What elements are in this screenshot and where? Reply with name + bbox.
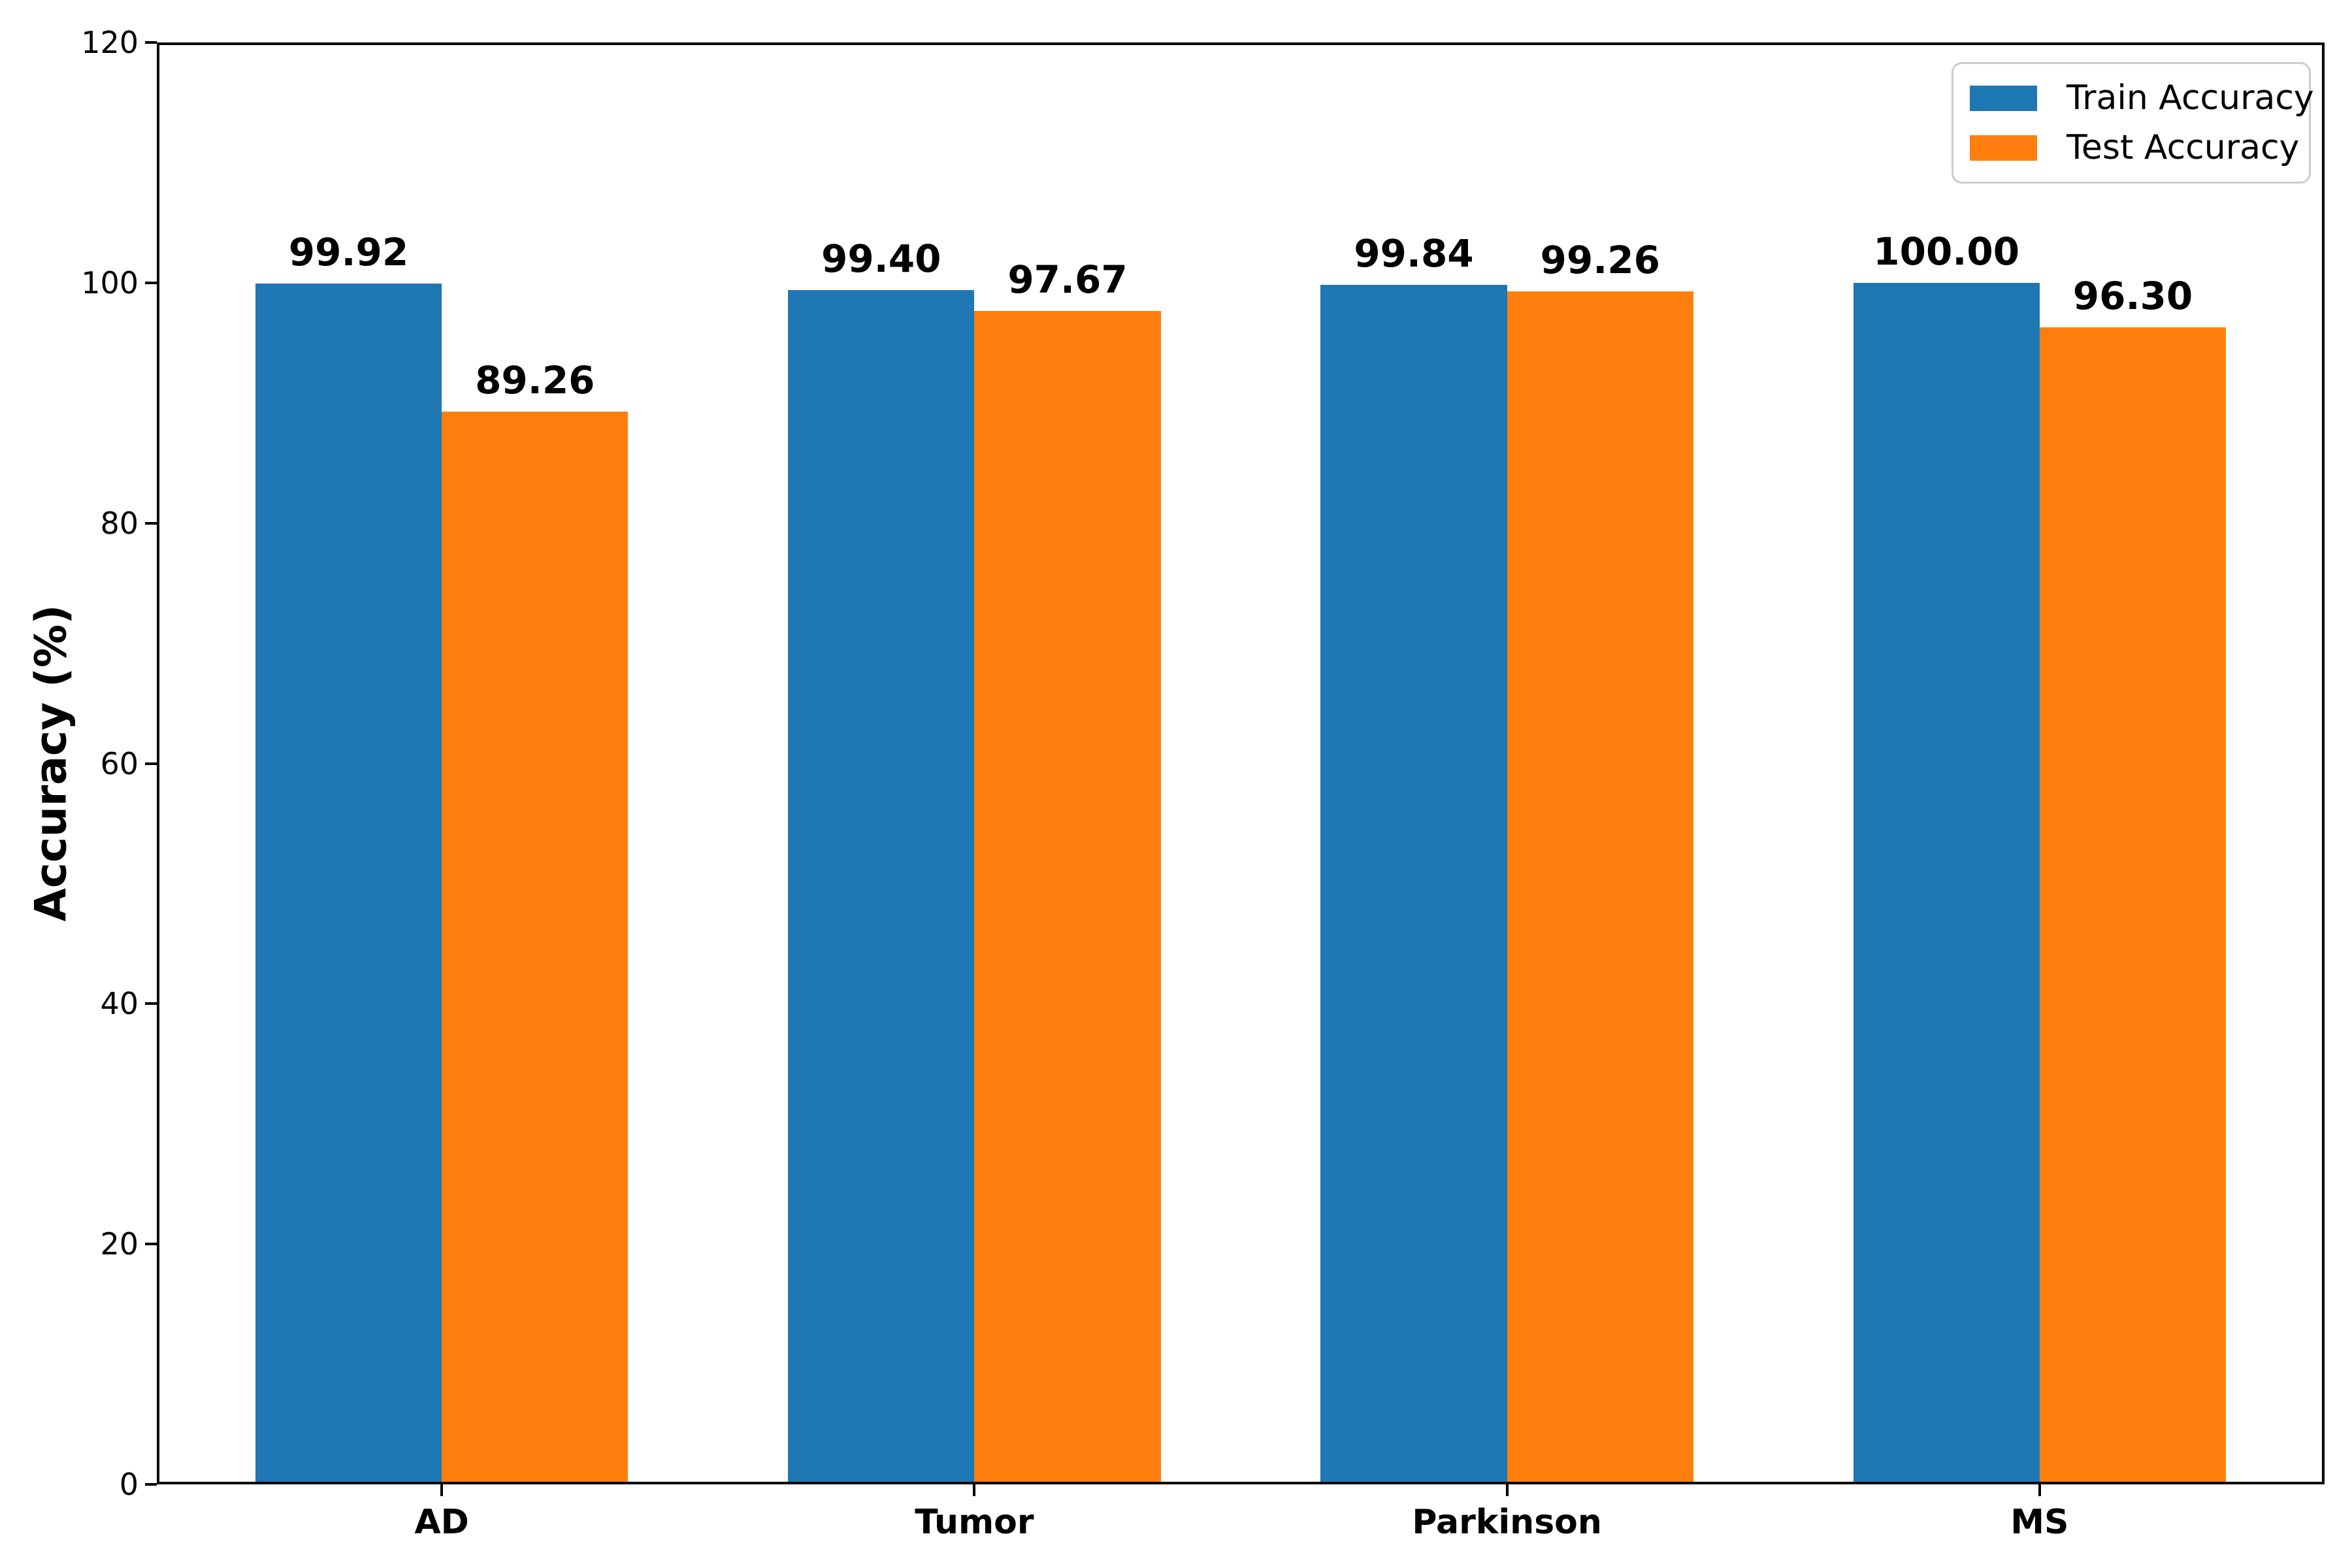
bar-train-accuracy-ad [255,284,442,1484]
y-tick-mark-120 [145,41,157,44]
bar-value-label-train-accuracy-ad: 99.92 [288,230,409,275]
y-tick-mark-60 [145,762,157,765]
legend-label-train-accuracy: Train Accuracy [2066,78,2314,118]
y-tick-label-0: 0 [119,1467,139,1502]
y-tick-mark-100 [145,281,157,284]
bar-train-accuracy-tumor [788,289,975,1484]
bar-value-label-train-accuracy-parkinson: 99.84 [1354,231,1474,276]
bar-value-label-test-accuracy-tumor: 97.67 [1007,257,1128,302]
x-tick-mark-parkinson [1505,1484,1509,1496]
bar-test-accuracy-tumor [974,310,1161,1484]
y-tick-label-120: 120 [81,25,139,60]
legend-swatch-test-accuracy [1970,135,2037,161]
legend-swatch-train-accuracy [1970,85,2037,111]
y-tick-label-20: 20 [100,1226,139,1262]
x-tick-mark-ad [440,1484,444,1496]
legend: Train Accuracy Test Accuracy [1952,62,2314,184]
bar-test-accuracy-ms [2039,327,2227,1484]
legend-item-train-accuracy: Train Accuracy [1970,78,2314,118]
bar-test-accuracy-parkinson [1507,291,1693,1484]
x-tick-mark-tumor [973,1484,976,1496]
legend-label-test-accuracy: Test Accuracy [2066,128,2300,167]
bar-value-label-test-accuracy-ms: 96.30 [2072,273,2193,318]
y-tick-label-80: 80 [100,505,139,541]
x-tick-label-ms: MS [2010,1503,2069,1542]
y-tick-mark-40 [145,1002,157,1005]
bar-value-label-train-accuracy-tumor: 99.40 [821,236,941,281]
legend-item-test-accuracy: Test Accuracy [1970,128,2300,167]
y-tick-mark-80 [145,521,157,525]
bar-test-accuracy-ad [442,412,629,1484]
y-tick-mark-20 [145,1243,157,1246]
bar-value-label-train-accuracy-ms: 100.00 [1873,229,2020,274]
y-tick-mark-0 [145,1483,157,1486]
x-tick-label-tumor: Tumor [915,1503,1034,1542]
bar-value-label-test-accuracy-parkinson: 99.26 [1540,238,1661,283]
y-tick-label-60: 60 [100,745,139,781]
y-tick-label-100: 100 [81,265,139,301]
bar-train-accuracy-parkinson [1320,284,1507,1484]
bar-train-accuracy-ms [1853,282,2040,1484]
x-tick-label-parkinson: Parkinson [1412,1503,1602,1542]
x-tick-mark-ms [2038,1484,2041,1496]
y-tick-label-40: 40 [100,986,139,1022]
bar-value-label-test-accuracy-ad: 89.26 [475,358,595,403]
x-tick-label-ad: AD [414,1503,469,1542]
